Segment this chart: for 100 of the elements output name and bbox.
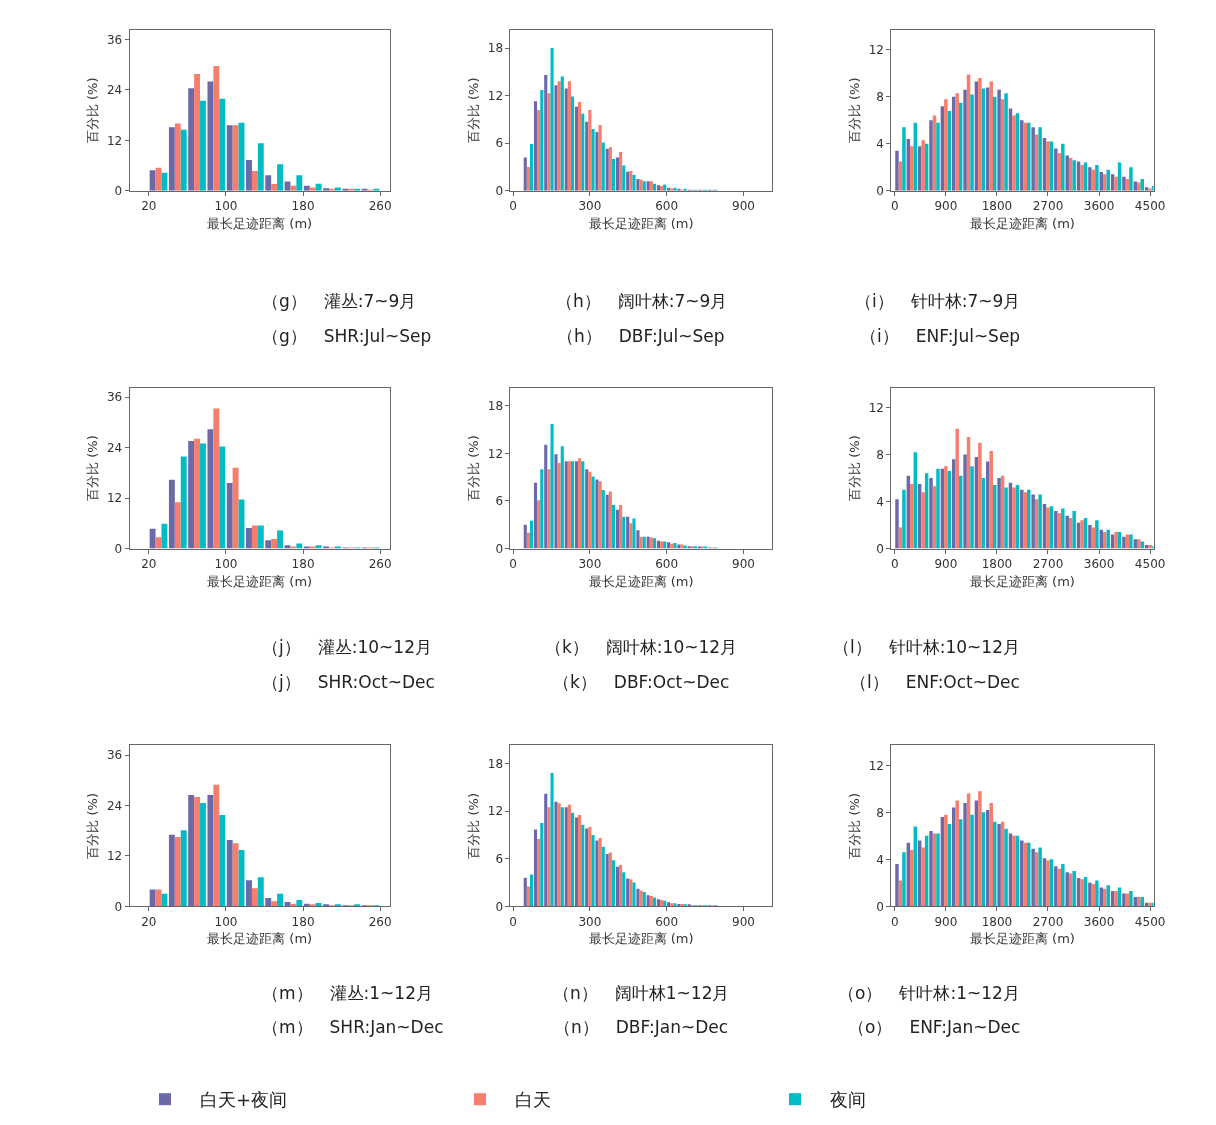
y-tick-label: 0 [876,184,884,198]
text: （o） 针叶林:1~12月 [838,983,1020,1003]
x-axis-title: 最长足迹距离 (m) [969,573,1075,589]
y-tick-label: 0 [114,541,123,556]
y-axis-title: 百分比 (%) [846,435,862,501]
x-tick-label: 2700 [1032,914,1064,929]
x-tick-label: 260 [368,556,392,571]
y-tick-label: 12 [106,849,123,864]
x-tick-label: 0 [509,556,517,571]
y-tick-label: 12 [868,758,884,773]
text: （l） ENF:Oct~Dec [850,672,1020,692]
text: （m） 灌丛:1~12月 [262,983,433,1003]
y-axis-title: 百分比 (%) [846,77,862,144]
x-tick-label: 4500 [1134,199,1166,214]
x-tick-label: 180 [291,914,315,929]
y-tick-label: 12 [487,446,504,461]
y-tick-label: 24 [106,83,123,98]
x-tick-label: 600 [655,556,679,571]
text: （i） 针叶林:7~9月 [855,291,1021,311]
text: （n） DBF:Jan~Dec [554,1017,729,1037]
x-tick-label: 2700 [1032,199,1064,214]
text: （g） SHR:Jul~Sep [262,326,432,346]
x-tick-label: 2700 [1032,556,1064,571]
y-tick-label: 4 [876,137,884,151]
x-tick-label: 300 [578,556,602,571]
text: （k） 阔叶林:10~12月 [545,637,738,657]
text: （l） 针叶林:10~12月 [833,637,1020,657]
text: （g） 灌丛:7~9月 [262,291,417,311]
x-tick-label: 0 [890,556,899,571]
text: （m） SHR:Jan~Dec [262,1017,444,1037]
y-tick-label: 36 [106,748,123,763]
y-tick-label: 8 [876,89,884,104]
y-tick-label: 0 [495,541,504,556]
x-tick-label: 3600 [1083,914,1115,929]
text: （j） 灌丛:10~12月 [262,637,432,657]
y-axis-title: 百分比 (%) [465,793,481,859]
legend-label: 白天+夜间 [200,1089,288,1111]
y-tick-label: 12 [868,400,884,415]
x-tick-label: 900 [732,199,755,214]
x-axis-title: 最长足迹距离 (m) [969,215,1075,231]
y-tick-label: 6 [495,136,504,151]
x-axis-title: 最长足迹距离 (m) [207,931,313,947]
x-tick-label: 900 [934,556,958,571]
x-tick-label: 20 [141,199,157,214]
y-tick-label: 36 [106,32,123,47]
x-tick-label: 180 [291,556,315,571]
x-tick-label: 20 [141,914,157,929]
y-tick-label: 8 [876,805,884,820]
x-tick-label: 180 [291,199,315,214]
x-axis-title: 最长足迹距离 (m) [588,215,694,231]
x-tick-label: 3600 [1083,556,1115,571]
x-tick-label: 1800 [981,914,1013,929]
y-axis-title: 百分比 (%) [465,435,481,501]
y-axis-title: 百分比 (%) [84,435,100,501]
x-tick-label: 1800 [981,556,1013,571]
y-tick-label: 12 [106,133,123,148]
y-tick-label: 18 [487,756,504,771]
x-tick-label: 260 [368,914,392,929]
x-axis-title: 最长足迹距离 (m) [207,215,313,231]
y-tick-label: 12 [487,804,504,819]
text: （n） 阔叶林1~12月 [553,983,730,1003]
x-tick-label: 0 [509,199,517,214]
x-tick-label: 4500 [1134,914,1166,929]
y-tick-label: 18 [487,399,504,414]
y-tick-label: 4 [876,852,884,867]
y-tick-label: 24 [106,798,123,813]
y-tick-label: 4 [876,494,884,509]
y-tick-label: 12 [487,88,504,103]
y-tick-label: 36 [106,390,123,405]
y-tick-label: 0 [114,184,123,198]
y-tick-label: 24 [106,440,123,455]
y-tick-label: 6 [495,494,504,509]
legend-label: 白天 [515,1089,551,1111]
text: （o） ENF:Jan~Dec [848,1017,1021,1037]
y-tick-label: 6 [495,851,504,866]
text: （k） DBF:Oct~Dec [553,672,730,692]
y-tick-label: 0 [495,899,504,914]
text: （h） DBF:Jul~Sep [557,326,725,346]
x-tick-label: 900 [732,556,755,571]
x-tick-label: 4500 [1134,556,1166,571]
x-tick-label: 100 [214,556,238,571]
y-tick-label: 12 [106,491,123,506]
x-tick-label: 0 [890,199,899,214]
x-tick-label: 0 [890,914,899,929]
x-tick-label: 600 [655,914,679,929]
x-tick-label: 20 [141,556,157,571]
x-tick-label: 900 [934,199,958,214]
x-tick-label: 0 [509,914,517,929]
text: （h） 阔叶林:7~9月 [556,291,728,311]
y-tick-label: 8 [876,447,884,462]
x-tick-label: 3600 [1083,199,1115,214]
x-tick-label: 900 [732,914,755,929]
y-tick-label: 0 [876,541,884,556]
x-tick-label: 1800 [981,199,1013,214]
x-tick-label: 300 [578,199,602,214]
x-axis-title: 最长足迹距离 (m) [588,931,694,947]
x-tick-label: 300 [578,914,602,929]
y-axis-title: 百分比 (%) [84,793,100,859]
x-tick-label: 600 [655,199,679,214]
x-tick-label: 260 [368,199,392,214]
